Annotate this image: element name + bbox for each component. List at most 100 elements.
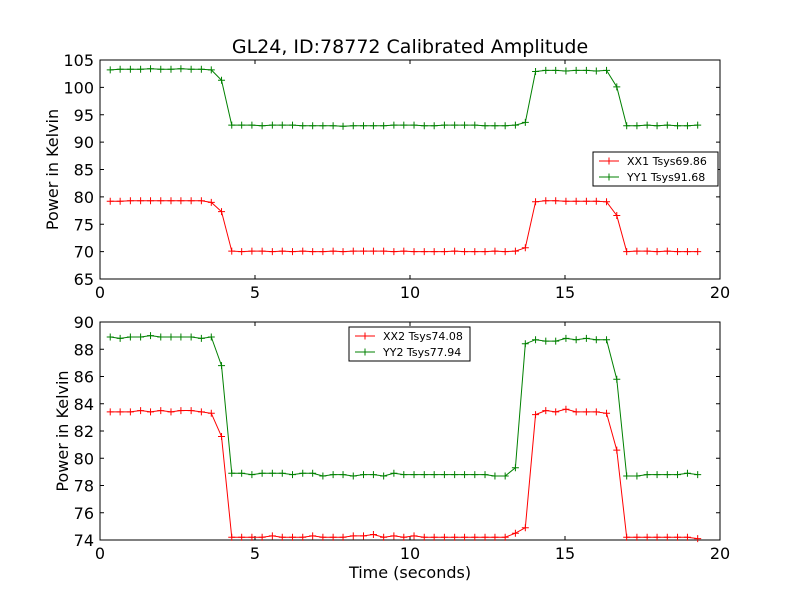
data-point-marker [562, 67, 570, 75]
data-point-marker [653, 533, 661, 541]
top-chart: GL24, ID:78772 Calibrated Amplitude 0 5 10… [43, 36, 730, 302]
data-point-marker [572, 197, 580, 205]
data-point-marker [319, 122, 327, 130]
data-point-marker [663, 121, 671, 129]
data-point-marker [278, 247, 286, 255]
data-point-marker [390, 532, 398, 540]
legend-box [592, 151, 719, 187]
data-point-marker [521, 340, 529, 348]
x-tick-label: 0 [95, 544, 105, 563]
data-point-marker [268, 121, 276, 129]
data-point-marker [633, 472, 641, 480]
data-point-marker [592, 336, 600, 344]
y-tick-label: 78 [74, 477, 94, 496]
data-point-marker [653, 122, 661, 130]
data-point-marker [187, 197, 195, 205]
data-point-marker [369, 531, 377, 539]
data-point-marker [360, 471, 367, 479]
data-point-marker [451, 247, 459, 255]
data-point-marker [167, 333, 175, 341]
data-point-marker [410, 121, 418, 129]
data-point-marker [218, 76, 226, 84]
data-point-marker [116, 65, 124, 73]
legend-entry-label: XX1 Tsys69.86 [627, 155, 707, 168]
y-tick-label: 75 [74, 215, 94, 234]
data-point-marker [532, 411, 540, 419]
data-point-marker [451, 533, 459, 541]
data-point-marker [674, 122, 682, 130]
data-point-marker [572, 336, 580, 344]
data-point-marker [197, 408, 205, 416]
data-point-marker [623, 533, 631, 541]
data-point-marker [380, 247, 388, 255]
data-point-marker [562, 405, 570, 413]
data-point-marker [440, 248, 448, 256]
bottom-chart: 0 5 10 15 20 74 76 78 80 82 84 86 88 90 Power in Kelvi… [53, 313, 730, 582]
data-point-marker [501, 248, 509, 256]
data-point-marker [552, 337, 560, 345]
legend-marker [605, 157, 613, 165]
data-point-marker [207, 409, 215, 417]
data-point-marker [542, 407, 550, 415]
data-point-marker [289, 471, 297, 479]
data-point-marker [238, 469, 246, 477]
data-point-marker [106, 333, 114, 341]
x-tick-label: 10 [400, 283, 420, 302]
data-point-marker [126, 333, 134, 341]
data-point-marker [218, 362, 226, 370]
data-point-marker [339, 533, 347, 541]
data-point-marker [440, 471, 448, 479]
data-point-marker [410, 471, 418, 479]
data-point-marker [430, 248, 438, 256]
x-tick-label: 10 [400, 544, 420, 563]
data-point-marker [278, 533, 286, 541]
data-point-marker [603, 409, 611, 417]
data-point-marker [167, 408, 175, 416]
legend-marker [361, 332, 369, 340]
data-point-marker [521, 244, 529, 252]
data-point-marker [683, 248, 691, 256]
data-point-marker [603, 336, 611, 344]
data-point-marker [197, 197, 205, 205]
data-point-marker [410, 248, 418, 256]
data-point-marker [471, 248, 479, 256]
data-point-marker [157, 407, 165, 415]
data-point-marker [420, 248, 428, 256]
data-point-marker [511, 247, 519, 255]
data-point-marker [683, 469, 691, 477]
data-point-marker [228, 533, 236, 541]
data-point-marker [207, 198, 215, 206]
y-tick-label: 80 [74, 188, 94, 207]
data-point-marker [653, 248, 661, 256]
data-point-marker [289, 121, 297, 129]
data-point-marker [390, 469, 398, 477]
data-point-marker [410, 532, 418, 540]
data-point-marker [137, 407, 145, 415]
data-point-marker [258, 533, 266, 541]
data-point-marker [339, 471, 347, 479]
data-point-marker [360, 122, 367, 130]
data-point-marker [116, 334, 124, 342]
x-tick-label: 5 [250, 283, 260, 302]
data-point-marker [390, 121, 398, 129]
data-point-marker [329, 122, 337, 130]
data-point-marker [461, 471, 469, 479]
data-point-marker [157, 197, 165, 205]
data-point-marker [228, 247, 236, 255]
data-point-marker [238, 121, 246, 129]
data-point-marker [339, 248, 347, 256]
y-tick-label: 105 [63, 51, 94, 70]
data-point-marker [349, 472, 357, 480]
data-point-marker [471, 471, 479, 479]
data-point-marker [147, 197, 155, 205]
data-point-marker [420, 471, 428, 479]
data-point-marker [248, 247, 256, 255]
x-tick-label: 20 [710, 544, 730, 563]
data-point-marker [451, 471, 459, 479]
x-tick-label: 15 [555, 283, 575, 302]
data-point-marker [461, 121, 469, 129]
y-tick-label: 88 [74, 340, 94, 359]
data-point-marker [481, 122, 489, 130]
data-point-marker [177, 197, 185, 205]
data-point-marker [683, 122, 691, 130]
